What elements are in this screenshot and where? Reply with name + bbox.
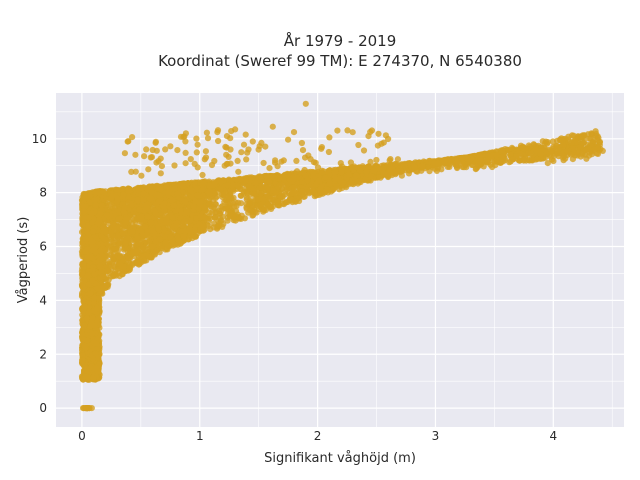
data-point [79,329,87,336]
data-point [238,200,245,207]
data-point [142,223,149,230]
data-point [111,235,118,242]
data-point [197,198,204,205]
data-point [122,268,129,275]
data-point [211,214,218,221]
data-point [270,187,277,194]
data-point [151,231,159,239]
data-point [189,235,196,242]
data-point [111,272,118,279]
data-point [233,203,240,210]
data-point [218,207,225,214]
data-point [80,215,87,222]
data-point [212,201,219,208]
data-point [517,142,525,149]
data-point [149,243,156,250]
data-point [244,190,251,197]
data-point [277,193,284,200]
data-point [160,227,167,234]
data-point [91,294,98,301]
data-point [246,197,253,204]
data-point [216,222,223,229]
data-point [580,139,587,146]
data-point [207,226,214,233]
data-points [78,100,606,412]
data-point [105,276,112,283]
data-point [309,187,317,195]
data-point [122,245,129,252]
data-point [232,208,240,215]
data-point [238,192,245,199]
data-point [261,205,268,212]
data-point [298,188,306,195]
data-point [292,198,299,205]
data-point [134,258,141,265]
data-point [258,190,265,197]
data-point [253,209,260,216]
data-point [152,238,159,245]
data-point [116,265,123,272]
data-point [85,309,92,316]
data-point [218,217,225,224]
data-point [83,315,91,322]
data-point [125,235,132,242]
data-point [357,178,364,186]
data-point [151,251,159,258]
data-point [141,257,148,264]
data-point [110,263,117,270]
data-point [99,284,106,291]
data-point [117,253,124,260]
data-point [92,202,99,209]
data-point [79,270,86,277]
data-point [152,210,159,217]
data-point [219,203,226,210]
data-point [267,195,274,202]
data-point [183,207,190,214]
data-point [147,219,155,226]
data-point [257,201,264,208]
data-point [103,212,111,219]
data-point [119,230,126,237]
data-point [275,198,282,205]
data-point [201,204,208,211]
data-point [282,191,289,198]
data-point [175,237,182,244]
data-point [101,236,108,243]
data-point [81,208,88,215]
data-point [109,253,116,260]
data-point [132,249,139,256]
data-point [162,239,169,246]
data-point [224,217,231,224]
data-point [116,260,124,267]
data-point [79,283,86,290]
data-point [86,199,94,206]
data-point [508,144,516,151]
data-point [126,255,133,262]
data-point [121,223,128,230]
data-point [576,133,584,140]
data-point [549,138,557,145]
